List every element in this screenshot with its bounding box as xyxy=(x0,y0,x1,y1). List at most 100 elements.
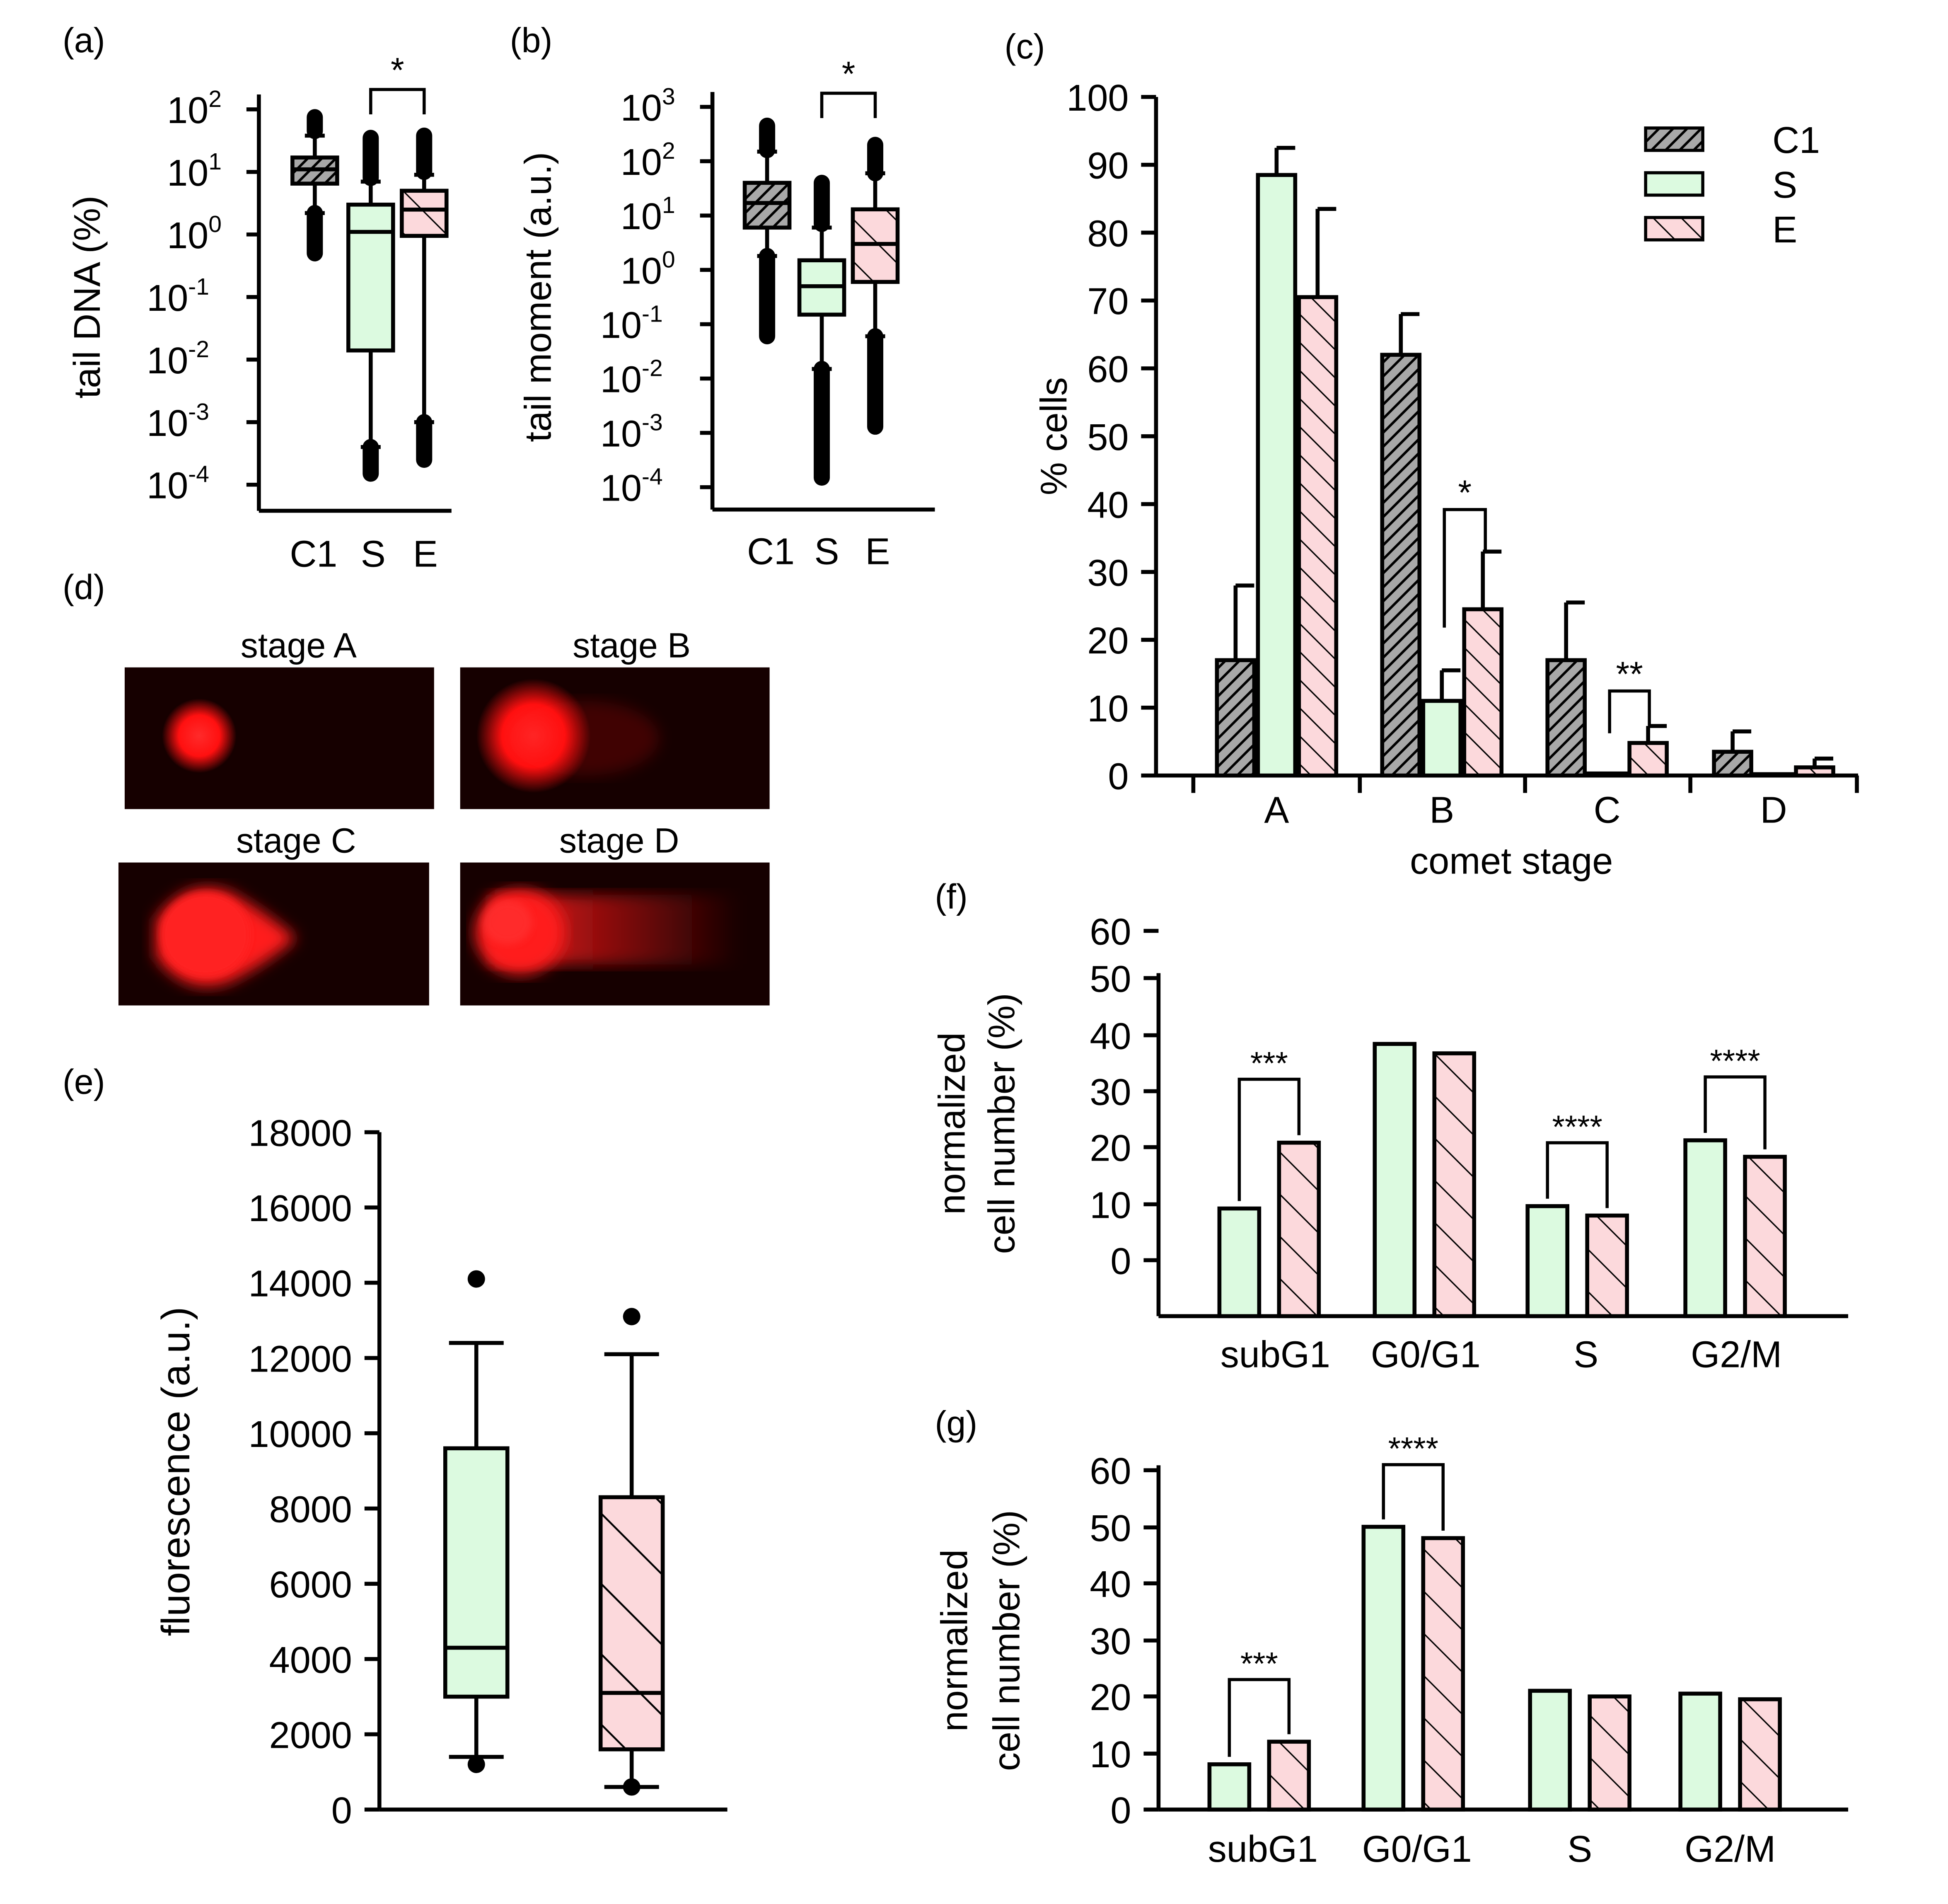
tick-base: 10 xyxy=(147,465,188,507)
y-tick-label-g: 60 xyxy=(1090,1451,1131,1492)
bar-E-C xyxy=(1627,741,1669,778)
y-tick-label-e: 2000 xyxy=(269,1715,352,1756)
y-tick-label-b: 10-3 xyxy=(600,409,663,455)
bar-C1-B xyxy=(1380,353,1422,778)
box-C1 xyxy=(742,181,792,230)
y-tick-label-a: 10-4 xyxy=(147,461,209,507)
significance-bracket-g xyxy=(1228,1678,1291,1757)
comet-images: stage A stage B stage C stage D xyxy=(118,626,770,1006)
y-tick-label-b: 102 xyxy=(621,138,675,183)
legend-swatch-C1 xyxy=(1644,126,1704,152)
legend-swatch-S xyxy=(1644,171,1704,197)
tick-exponent: 2 xyxy=(208,86,222,112)
y-tick-label-e: 10000 xyxy=(249,1414,352,1455)
y-tick-label-b: 10-1 xyxy=(600,300,663,346)
y-axis-label-line1-g: normalized xyxy=(934,1549,976,1732)
bar-S-G0/G1 xyxy=(1361,1524,1406,1812)
significance-label-f: **** xyxy=(1552,1108,1602,1145)
significance-label-b: * xyxy=(842,54,856,93)
box-E xyxy=(400,189,449,238)
y-tick-label-e: 12000 xyxy=(249,1338,352,1380)
tick-exponent: 0 xyxy=(662,246,675,273)
significance-bracket-f xyxy=(1546,1141,1609,1208)
stage-d-label: stage D xyxy=(559,821,679,860)
bar-S-subG1 xyxy=(1207,1762,1252,1812)
comet-image-stage-d xyxy=(460,862,770,1006)
bar-E-S xyxy=(1588,1694,1631,1812)
y-tick-label-b: 103 xyxy=(621,83,675,129)
x-tick-label-f: G0/G1 xyxy=(1371,1334,1481,1375)
bar-S-subG1 xyxy=(1217,1206,1262,1319)
bar-E-G2/M xyxy=(1738,1697,1782,1812)
tick-base: 10 xyxy=(600,359,642,401)
outlier-E xyxy=(623,1778,640,1796)
y-axis-label-c: % cells xyxy=(1033,377,1075,495)
y-tick-label-e: 4000 xyxy=(269,1640,352,1681)
y-tick-label-a: 101 xyxy=(167,148,222,194)
comet-image-stage-a xyxy=(124,667,434,809)
bar-C1-A xyxy=(1215,658,1257,778)
x-tick-label-c: C xyxy=(1594,790,1621,831)
tick-exponent: -2 xyxy=(188,336,209,363)
y-tick-label-c: 30 xyxy=(1087,552,1129,594)
y-tick-label-c: 60 xyxy=(1087,349,1129,390)
tick-exponent: 3 xyxy=(662,83,675,110)
y-tick-label-f: 50 xyxy=(1090,958,1131,1000)
x-tick-label-g: subG1 xyxy=(1208,1829,1318,1870)
y-tick-label-c: 70 xyxy=(1087,281,1129,322)
tick-exponent: 1 xyxy=(208,148,222,175)
bar-S-S xyxy=(1528,1689,1572,1812)
panel-label-e: (e) xyxy=(63,1062,105,1101)
significance-bracket-g xyxy=(1382,1463,1445,1531)
y-tick-label-g: 40 xyxy=(1090,1564,1131,1605)
y-axis-label-line2-f: cell number (%) xyxy=(981,993,1022,1254)
tick-base: 10 xyxy=(167,152,208,194)
y-tick-label-a: 10-3 xyxy=(147,399,209,444)
bar-S-A xyxy=(1256,173,1298,778)
outlier-S xyxy=(467,1270,485,1288)
bar-S-G0/G1 xyxy=(1373,1042,1417,1319)
significance-bracket-c xyxy=(1608,689,1651,733)
bar-S-D xyxy=(1753,772,1794,778)
y-tick-label-c: 20 xyxy=(1087,620,1129,662)
x-tick-label-f: S xyxy=(1573,1334,1598,1375)
legend-label-E: E xyxy=(1772,209,1797,251)
tick-exponent: -2 xyxy=(642,355,663,382)
y-tick-label-g: 20 xyxy=(1090,1677,1131,1718)
x-tick-label-b: C1 xyxy=(747,531,795,573)
tick-base: 10 xyxy=(621,142,662,183)
bar-S-B xyxy=(1421,699,1463,778)
y-tick-label-g: 30 xyxy=(1090,1621,1131,1662)
bar-E-D xyxy=(1794,765,1835,778)
outlier-E xyxy=(623,1308,640,1326)
x-tick-label-c: A xyxy=(1264,790,1289,831)
x-tick-label-b: S xyxy=(814,531,839,573)
y-tick-label-e: 18000 xyxy=(249,1113,352,1154)
tick-exponent: 0 xyxy=(208,211,222,237)
x-tick-label-g: S xyxy=(1567,1829,1592,1870)
significance-bracket-c xyxy=(1443,508,1487,628)
significance-label-g: *** xyxy=(1240,1645,1278,1681)
tick-base: 10 xyxy=(621,87,662,129)
legend-label-C1: C1 xyxy=(1772,120,1820,161)
significance-label-c: ** xyxy=(1616,655,1643,694)
y-tick-label-c: 40 xyxy=(1087,485,1129,526)
bar-S-C xyxy=(1586,771,1628,778)
y-tick-label-e: 8000 xyxy=(269,1489,352,1531)
y-tick-label-b: 10-2 xyxy=(600,355,663,401)
x-tick-label-c: D xyxy=(1760,790,1787,831)
bar-E-G0/G1 xyxy=(1421,1536,1465,1812)
bar-E-S xyxy=(1585,1213,1629,1319)
bar-C1-D xyxy=(1712,750,1753,778)
y-tick-label-f: 10 xyxy=(1090,1185,1131,1226)
legend-swatch-E xyxy=(1644,216,1704,242)
y-tick-label-c: 10 xyxy=(1087,688,1129,730)
y-tick-label-a: 100 xyxy=(167,211,222,256)
y-tick-label-f: 0 xyxy=(1110,1241,1131,1282)
y-tick-label-e: 14000 xyxy=(249,1263,352,1305)
tick-base: 10 xyxy=(167,90,208,131)
y-axis-label-e: fluorescence (a.u.) xyxy=(154,1307,198,1636)
x-tick-label-c: B xyxy=(1429,790,1454,831)
